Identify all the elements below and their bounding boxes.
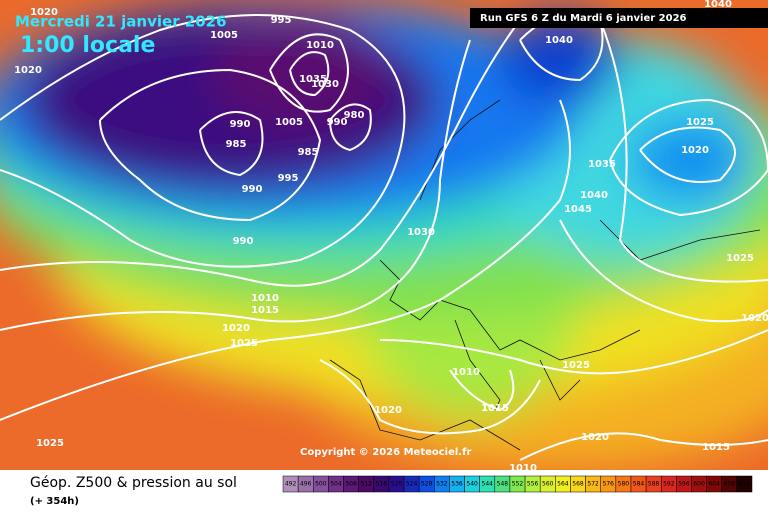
isobar-label: 1025 bbox=[686, 117, 714, 128]
isobar-label: 995 bbox=[278, 173, 299, 184]
scale-value: 572 bbox=[587, 481, 599, 488]
scale-value: 592 bbox=[663, 481, 675, 488]
isobar-label: 1040 bbox=[545, 35, 573, 46]
copyright: Copyright © 2026 Meteociel.fr bbox=[300, 447, 471, 458]
scale-value: 540 bbox=[466, 481, 478, 488]
forecast-time: 1:00 locale bbox=[20, 33, 155, 58]
scale-value: 496 bbox=[300, 481, 312, 488]
isobar-label: 985 bbox=[298, 147, 319, 158]
run-box bbox=[470, 8, 768, 28]
scale-value: 588 bbox=[648, 481, 660, 488]
isobar-label: 1045 bbox=[564, 204, 592, 215]
scale-value: 596 bbox=[678, 481, 690, 488]
scale-value: 504 bbox=[330, 481, 342, 488]
scale-value: 500 bbox=[315, 481, 327, 488]
isobars bbox=[0, 12, 768, 461]
field-layers bbox=[0, 0, 768, 470]
isobar-label: 1025 bbox=[36, 438, 64, 449]
isobar-label: 1020 bbox=[30, 7, 58, 18]
isobar-label: 990 bbox=[242, 184, 263, 195]
scale-value: 516 bbox=[376, 481, 388, 488]
isobar-label: 1010 bbox=[452, 367, 480, 378]
scale-value: 528 bbox=[421, 481, 433, 488]
isobar-label: 1020 bbox=[374, 405, 402, 416]
scale-value: 580 bbox=[618, 481, 630, 488]
isobar-label: 1020 bbox=[14, 65, 42, 76]
scale-value: 492 bbox=[285, 481, 297, 488]
footer-lead: (+ 354h) bbox=[30, 496, 79, 507]
color-scale: 492 496 500 504 508 512 516 520 524 528 532 536 540 5… bbox=[282, 475, 753, 493]
scale-value: 520 bbox=[391, 481, 403, 488]
scale-value: 548 bbox=[497, 481, 509, 488]
isobar-label: 1005 bbox=[210, 30, 238, 41]
isobar-label: 980 bbox=[344, 110, 365, 121]
isobar-label: 1025 bbox=[726, 253, 754, 264]
scale-value: 536 bbox=[451, 481, 463, 488]
isobar-label: 1025 bbox=[230, 338, 258, 349]
scale-value: 552 bbox=[512, 481, 524, 488]
scale-value: 612 bbox=[739, 481, 751, 488]
isobar-label: 985 bbox=[226, 139, 247, 150]
isobar-label: 990 bbox=[233, 236, 254, 247]
scale-value: 508 bbox=[345, 481, 357, 488]
isobar-label: 1040 bbox=[580, 190, 608, 201]
scale-value: 584 bbox=[633, 481, 645, 488]
scale-value: 512 bbox=[360, 481, 372, 488]
isobar-label: 1030 bbox=[407, 227, 435, 238]
isobar-label: 990 bbox=[230, 119, 251, 130]
scale-value: 568 bbox=[572, 481, 584, 488]
scale-value: 560 bbox=[542, 481, 554, 488]
isobar-label: 1010 bbox=[509, 463, 537, 474]
isobar-label: 1025 bbox=[562, 360, 590, 371]
isobar-label: 1020 bbox=[581, 432, 609, 443]
scale-swatch bbox=[736, 475, 753, 493]
scale-value: 556 bbox=[527, 481, 539, 488]
scale-value: 544 bbox=[482, 481, 494, 488]
scale-value: 576 bbox=[603, 481, 615, 488]
isobar-label: 1015 bbox=[481, 403, 509, 414]
isobar-label: 1015 bbox=[702, 442, 730, 453]
isobar-label: 995 bbox=[271, 15, 292, 26]
isobar-label: 1015 bbox=[251, 305, 279, 316]
isobar-label: 1030 bbox=[311, 79, 339, 90]
isobar-label: 1035 bbox=[299, 74, 327, 85]
run-info: Run GFS 6 Z du Mardi 6 janvier 2026 bbox=[480, 13, 687, 24]
isobar-label: 1035 bbox=[588, 159, 616, 170]
scale-value: 532 bbox=[436, 481, 448, 488]
scale-value: 600 bbox=[693, 481, 705, 488]
isobar-label: 1005 bbox=[275, 117, 303, 128]
isobar-label: 1020 bbox=[222, 323, 250, 334]
isobar-label: 1010 bbox=[251, 293, 279, 304]
scale-value: 604 bbox=[708, 481, 720, 488]
forecast-date: Mercredi 21 janvier 2026 bbox=[15, 13, 227, 31]
isobar-label: 1010 bbox=[306, 40, 334, 51]
scale-value: 564 bbox=[557, 481, 569, 488]
isobar-label: 990 bbox=[327, 117, 348, 128]
isobar-label: 1020 bbox=[681, 145, 709, 156]
isobar-label: 1020 bbox=[741, 313, 768, 324]
scale-value: 608 bbox=[724, 481, 736, 488]
scale-value: 524 bbox=[406, 481, 418, 488]
isobar-label: 1040 bbox=[704, 0, 732, 10]
footer-title: Géop. Z500 & pression au sol bbox=[30, 475, 237, 491]
